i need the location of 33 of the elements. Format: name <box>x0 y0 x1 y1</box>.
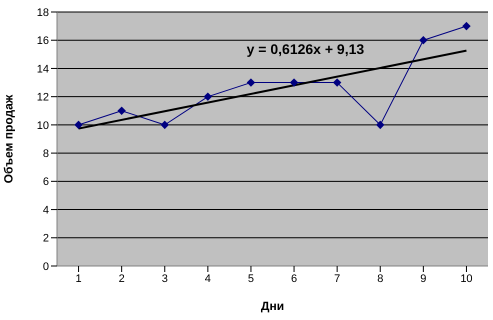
x-tick-label: 3 <box>162 272 168 285</box>
y-axis-title: Объем продаж <box>1 94 16 184</box>
y-tick-label: 10 <box>36 120 49 132</box>
x-tick-label: 1 <box>75 272 82 285</box>
x-tick-label: 7 <box>334 272 340 285</box>
point <box>246 78 255 87</box>
y-tick-label: 18 <box>36 6 49 19</box>
y-tick-label: 4 <box>42 204 49 216</box>
point <box>376 120 384 129</box>
y-tick-label: 6 <box>42 176 49 188</box>
x-tick-label: 10 <box>460 272 473 285</box>
point <box>74 120 83 129</box>
x-tick-label: 8 <box>377 272 384 285</box>
point <box>290 78 298 87</box>
y-tick-label: 8 <box>42 148 49 160</box>
point <box>118 106 126 115</box>
y-tick-label: 14 <box>36 63 49 76</box>
x-axis-title: Дни <box>260 299 284 313</box>
x-tick-label: 5 <box>248 272 254 285</box>
x-tick-label: 6 <box>290 272 298 285</box>
y-tick-label: 16 <box>36 35 49 48</box>
point <box>333 78 342 87</box>
point <box>204 92 212 101</box>
annotation: y = 0,6126x + 9,13 <box>246 41 364 57</box>
y-tick-label: 0 <box>42 260 49 273</box>
x-tick-label: 2 <box>118 272 125 285</box>
point <box>419 36 428 44</box>
x-tick-label: 4 <box>204 272 211 285</box>
y-tick-label: 12 <box>36 92 49 104</box>
point <box>462 22 470 30</box>
x-tick-label: 9 <box>420 272 426 285</box>
y-tick-label: 2 <box>42 232 49 245</box>
point <box>160 120 169 129</box>
